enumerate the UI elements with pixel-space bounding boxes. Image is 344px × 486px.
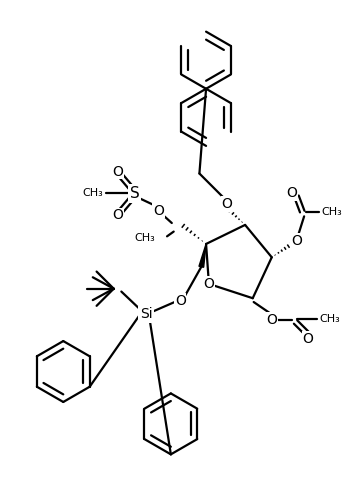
Text: O: O <box>222 197 233 211</box>
Text: S: S <box>130 186 140 201</box>
Text: CH₃: CH₃ <box>135 233 155 243</box>
Text: O: O <box>302 332 313 346</box>
Polygon shape <box>199 244 206 267</box>
Text: O: O <box>266 313 277 327</box>
Text: O: O <box>291 234 302 248</box>
Text: O: O <box>153 204 164 218</box>
Text: O: O <box>112 208 123 223</box>
Text: O: O <box>286 187 297 201</box>
Text: O: O <box>112 165 123 178</box>
Text: CH₃: CH₃ <box>319 314 340 324</box>
Text: O: O <box>175 294 186 308</box>
Text: O: O <box>204 277 214 291</box>
Text: CH₃: CH₃ <box>83 189 103 198</box>
Text: Si: Si <box>140 308 152 321</box>
Text: CH₃: CH₃ <box>321 207 342 217</box>
